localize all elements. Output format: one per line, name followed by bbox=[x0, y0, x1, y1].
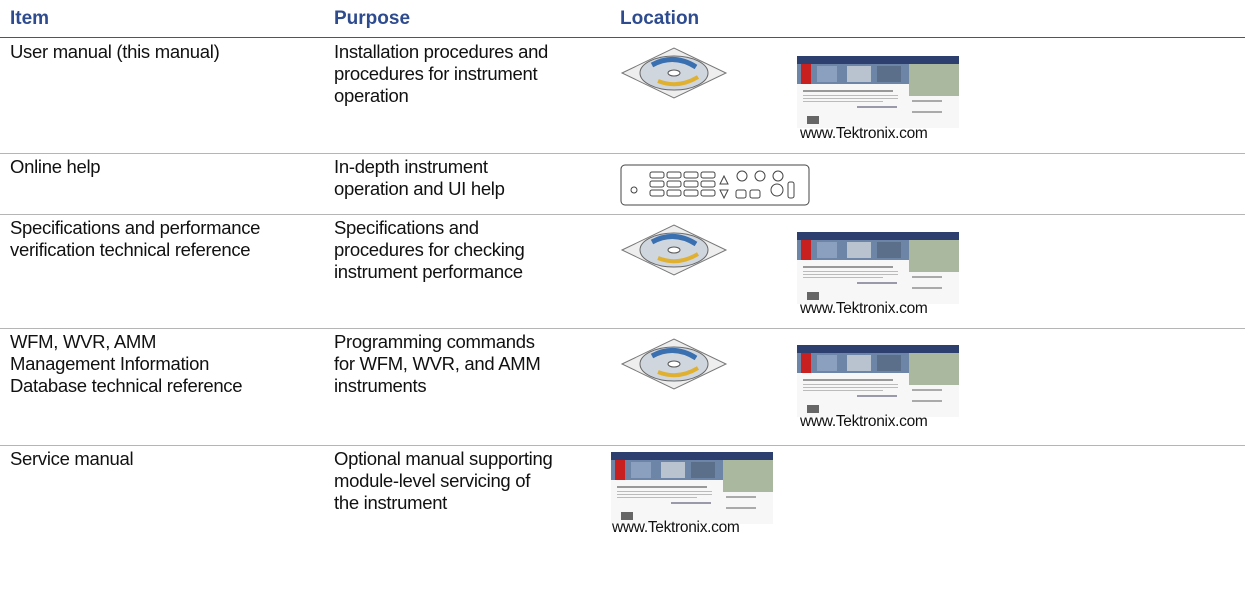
row-rule bbox=[0, 328, 1245, 329]
row-rule bbox=[0, 445, 1245, 446]
location-caption: www.Tektronix.com bbox=[800, 125, 928, 142]
cd-icon bbox=[620, 47, 728, 99]
purpose-cell: Optional manual supporting module-level … bbox=[334, 448, 553, 513]
purpose-cell: Specifications and procedures for checki… bbox=[334, 217, 525, 282]
header-location: Location bbox=[620, 8, 700, 29]
location-caption: www.Tektronix.com bbox=[612, 519, 740, 536]
item-cell: WFM, WVR, AMM Management Information Dat… bbox=[10, 331, 243, 396]
header-rule bbox=[0, 37, 1245, 38]
website-thumbnail bbox=[797, 345, 959, 417]
website-thumbnail bbox=[797, 56, 959, 128]
header-purpose: Purpose bbox=[334, 8, 411, 29]
item-cell: Service manual bbox=[10, 448, 134, 469]
cd-icon bbox=[620, 224, 728, 276]
item-cell: User manual (this manual) bbox=[10, 41, 220, 62]
website-thumbnail bbox=[611, 452, 773, 524]
cd-icon bbox=[620, 338, 728, 390]
row-rule bbox=[0, 214, 1245, 215]
front-panel-icon bbox=[620, 164, 810, 206]
location-caption: www.Tektronix.com bbox=[800, 413, 928, 430]
purpose-cell: In-depth instrument operation and UI hel… bbox=[334, 156, 505, 199]
item-cell: Specifications and performance verificat… bbox=[10, 217, 261, 260]
purpose-cell: Programming commands for WFM, WVR, and A… bbox=[334, 331, 541, 396]
website-thumbnail bbox=[797, 232, 959, 304]
item-cell: Online help bbox=[10, 156, 101, 177]
row-rule bbox=[0, 153, 1245, 154]
location-caption: www.Tektronix.com bbox=[800, 300, 928, 317]
purpose-cell: Installation procedures and procedures f… bbox=[334, 41, 549, 106]
header-item: Item bbox=[10, 8, 50, 29]
